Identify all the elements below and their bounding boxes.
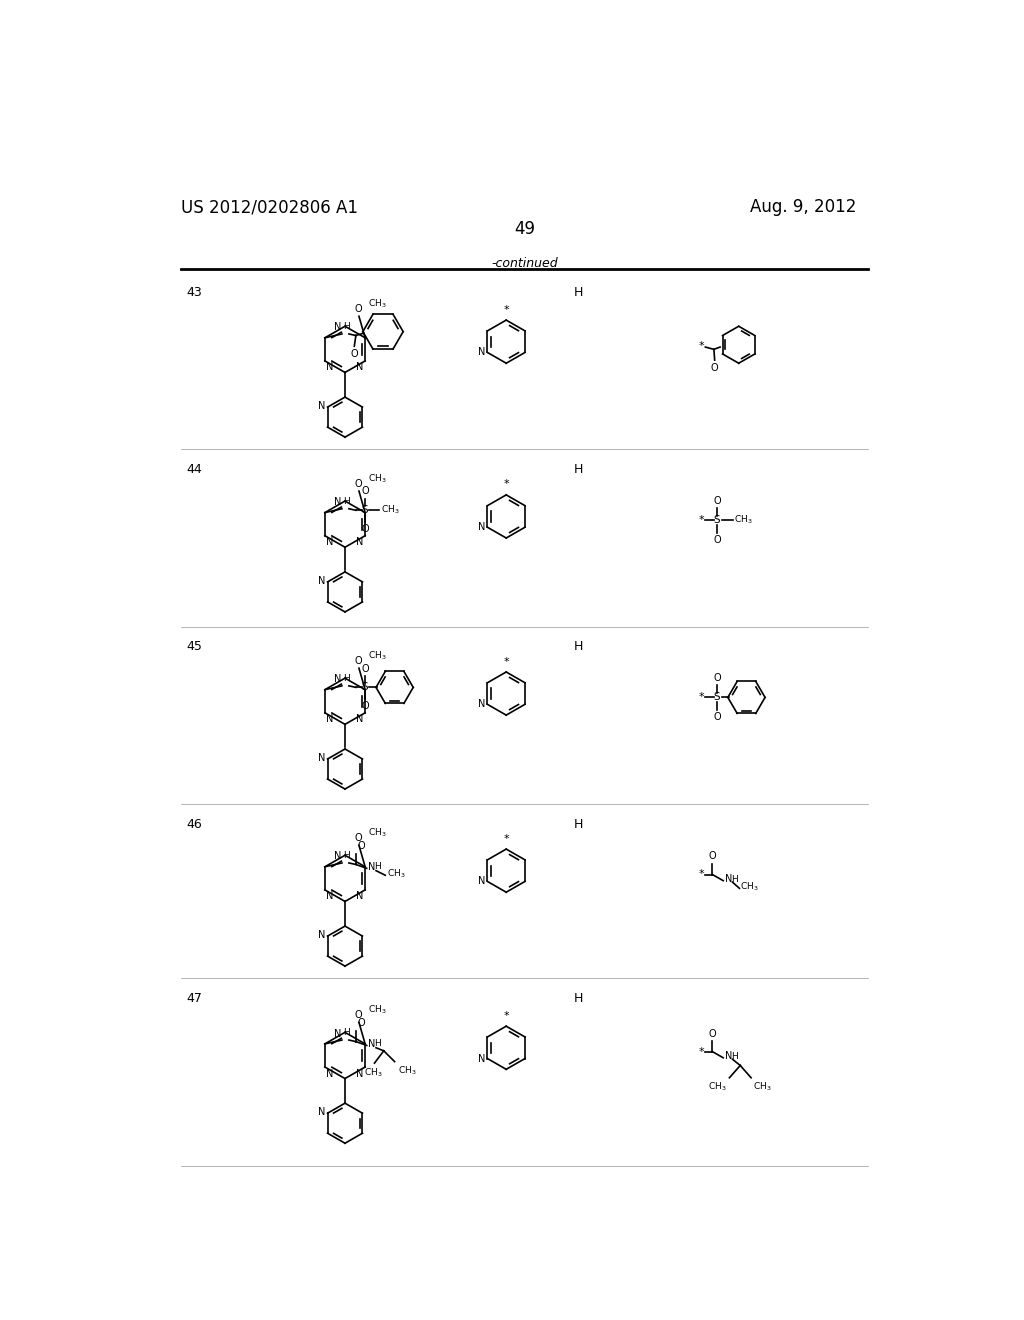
Text: N: N bbox=[356, 537, 364, 548]
Text: N: N bbox=[334, 675, 341, 684]
Text: -continued: -continued bbox=[492, 257, 558, 271]
Text: O: O bbox=[713, 711, 721, 722]
Text: CH$_3$: CH$_3$ bbox=[387, 867, 406, 880]
Text: H: H bbox=[343, 322, 349, 331]
Text: N: N bbox=[334, 1028, 341, 1039]
Text: O: O bbox=[357, 1019, 365, 1028]
Text: N: N bbox=[369, 862, 376, 871]
Text: N: N bbox=[317, 1107, 326, 1118]
Text: 49: 49 bbox=[514, 220, 536, 238]
Text: H: H bbox=[573, 640, 583, 653]
Text: O: O bbox=[713, 535, 721, 545]
Text: *: * bbox=[698, 1047, 705, 1056]
Text: N: N bbox=[478, 700, 485, 709]
Text: N: N bbox=[356, 1069, 364, 1078]
Text: N: N bbox=[327, 714, 334, 725]
Text: N: N bbox=[725, 1051, 732, 1061]
Text: N: N bbox=[327, 1069, 334, 1078]
Text: *: * bbox=[698, 870, 705, 879]
Text: N: N bbox=[478, 876, 485, 887]
Text: CH$_3$: CH$_3$ bbox=[740, 880, 759, 894]
Text: N: N bbox=[327, 891, 334, 902]
Text: *: * bbox=[504, 834, 509, 843]
Text: 46: 46 bbox=[186, 817, 202, 830]
Text: *: * bbox=[504, 1011, 509, 1020]
Text: *: * bbox=[698, 341, 705, 351]
Text: H: H bbox=[573, 993, 583, 1006]
Text: CH$_3$: CH$_3$ bbox=[369, 1003, 387, 1016]
Text: H: H bbox=[375, 1039, 381, 1048]
Text: N: N bbox=[356, 714, 364, 725]
Text: O: O bbox=[361, 664, 369, 673]
Text: O: O bbox=[354, 833, 361, 843]
Text: *: * bbox=[504, 479, 509, 490]
Text: N: N bbox=[317, 754, 326, 763]
Text: H: H bbox=[343, 496, 349, 506]
Text: H: H bbox=[573, 817, 583, 830]
Text: *: * bbox=[698, 693, 705, 702]
Text: S: S bbox=[714, 515, 720, 524]
Text: N: N bbox=[334, 851, 341, 862]
Text: H: H bbox=[343, 1028, 349, 1038]
Text: N: N bbox=[334, 322, 341, 333]
Text: O: O bbox=[361, 487, 369, 496]
Text: S: S bbox=[714, 692, 720, 702]
Text: Aug. 9, 2012: Aug. 9, 2012 bbox=[751, 198, 856, 216]
Text: CH$_3$: CH$_3$ bbox=[369, 297, 387, 310]
Text: H: H bbox=[573, 286, 583, 300]
Text: 47: 47 bbox=[186, 993, 202, 1006]
Text: CH$_3$: CH$_3$ bbox=[369, 649, 387, 663]
Text: CH$_3$: CH$_3$ bbox=[397, 1065, 417, 1077]
Text: N: N bbox=[327, 537, 334, 548]
Text: 43: 43 bbox=[186, 286, 202, 300]
Text: N: N bbox=[725, 874, 732, 884]
Text: 45: 45 bbox=[186, 640, 202, 653]
Text: US 2012/0202806 A1: US 2012/0202806 A1 bbox=[180, 198, 357, 216]
Text: CH$_3$: CH$_3$ bbox=[364, 1067, 382, 1078]
Text: O: O bbox=[354, 304, 361, 314]
Text: N: N bbox=[317, 931, 326, 940]
Text: O: O bbox=[361, 524, 369, 535]
Text: O: O bbox=[354, 479, 361, 488]
Text: CH$_3$: CH$_3$ bbox=[369, 473, 387, 484]
Text: O: O bbox=[354, 656, 361, 665]
Text: H: H bbox=[343, 851, 349, 859]
Text: O: O bbox=[361, 701, 369, 711]
Text: O: O bbox=[354, 1010, 361, 1020]
Text: O: O bbox=[713, 673, 721, 682]
Text: CH$_3$: CH$_3$ bbox=[753, 1081, 771, 1093]
Text: N: N bbox=[317, 401, 326, 412]
Text: *: * bbox=[698, 515, 705, 525]
Text: S: S bbox=[361, 681, 369, 692]
Text: N: N bbox=[369, 1039, 376, 1049]
Text: H: H bbox=[343, 673, 349, 682]
Text: H: H bbox=[375, 862, 381, 871]
Text: N: N bbox=[478, 523, 485, 532]
Text: N: N bbox=[317, 576, 326, 586]
Text: CH$_3$: CH$_3$ bbox=[708, 1081, 726, 1093]
Text: CH$_3$: CH$_3$ bbox=[381, 503, 399, 516]
Text: N: N bbox=[327, 363, 334, 372]
Text: CH$_3$: CH$_3$ bbox=[734, 513, 753, 525]
Text: O: O bbox=[709, 851, 716, 862]
Text: O: O bbox=[711, 363, 719, 374]
Text: O: O bbox=[350, 350, 358, 359]
Text: N: N bbox=[478, 347, 485, 358]
Text: O: O bbox=[709, 1028, 716, 1039]
Text: S: S bbox=[361, 504, 369, 515]
Text: 44: 44 bbox=[186, 463, 202, 477]
Text: H: H bbox=[731, 875, 737, 883]
Text: CH$_3$: CH$_3$ bbox=[369, 826, 387, 840]
Text: N: N bbox=[356, 363, 364, 372]
Text: N: N bbox=[478, 1053, 485, 1064]
Text: H: H bbox=[573, 463, 583, 477]
Text: O: O bbox=[357, 841, 365, 851]
Text: N: N bbox=[334, 498, 341, 507]
Text: *: * bbox=[504, 656, 509, 667]
Text: N: N bbox=[356, 891, 364, 902]
Text: O: O bbox=[713, 496, 721, 506]
Text: *: * bbox=[504, 305, 509, 314]
Text: H: H bbox=[731, 1052, 737, 1061]
